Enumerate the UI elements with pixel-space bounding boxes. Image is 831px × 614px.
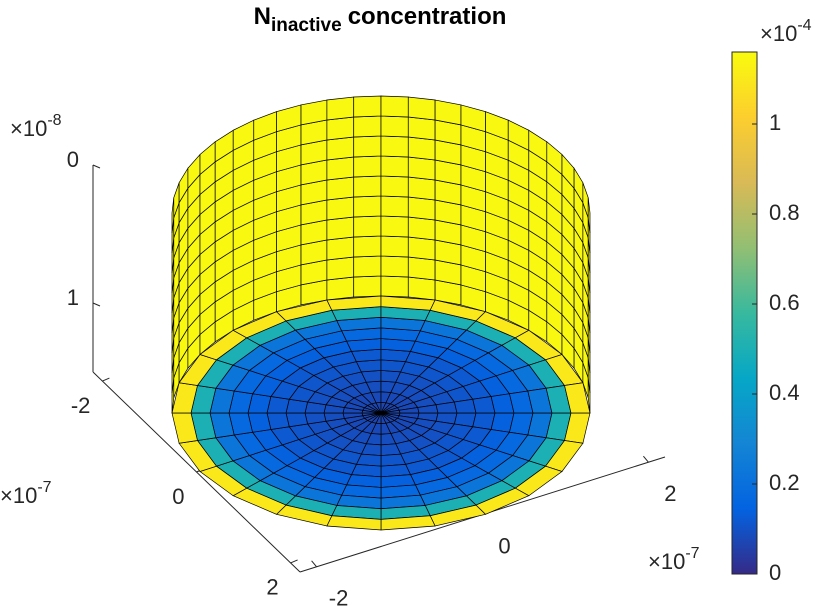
wall-panel [407,196,436,221]
z-tick [92,164,101,169]
exponent-power: -4 [797,17,811,34]
y-tick-label: 0 [498,533,510,558]
axis-exponent: ×10-4 [760,17,812,46]
colorbar-tick-label: 1 [769,110,781,135]
z-tick [92,302,101,307]
wall-panel [380,175,409,198]
title-rest: concentration [348,3,507,30]
exponent-base: ×10 [648,549,685,574]
wall-panel [380,155,409,178]
exponent-base: ×10 [760,21,797,46]
wall-panel [326,276,355,301]
wall-panel [587,197,591,234]
wall-panel [380,115,409,138]
colorbar-tick-label: 0.6 [769,290,800,315]
exponent-base: ×10 [0,483,37,508]
wall-panel [353,155,382,178]
axis-exponent: ×10-7 [0,479,52,508]
y-tick-label: 2 [664,481,676,506]
wall-panel [353,275,382,298]
wall-panel [380,195,409,218]
x-tick [102,377,110,382]
wall-panel [380,255,409,278]
wall-panel [380,275,409,298]
axis-exponent: ×10-7 [648,545,700,574]
wall-panel [326,256,355,281]
wall-panel [407,136,436,161]
exponent-base: ×10 [10,116,47,141]
disk-cell [453,398,477,414]
wall-panel [353,115,382,138]
wall-panel [326,196,355,221]
wall-panel [353,235,382,258]
y-tick [311,560,317,568]
exponent-power: -7 [37,479,51,496]
wall-panel [407,96,436,121]
wall-panel [353,135,382,158]
x-tick-label: -2 [71,393,91,418]
wall-panel [380,215,409,238]
colorbar-tick-label: 0.4 [769,380,800,405]
wall-panel [407,256,436,281]
wall-panel [353,195,382,218]
wall-panel [326,216,355,241]
wall-panel [353,95,382,118]
z-tick-label: 0 [67,147,79,172]
wall-panel [407,176,436,201]
colorbar-tick-label: 0.8 [769,200,800,225]
x-tick-label: 0 [172,484,184,509]
wall-panel [353,175,382,198]
disk-cell [285,412,309,428]
wall-panel [380,235,409,258]
wall-panel [326,156,355,181]
wall-panel [326,96,355,121]
wall-panel [407,156,436,181]
wall-panel [380,135,409,158]
wall-panel [353,215,382,238]
wall-panel [407,216,436,241]
z-tick-label: 1 [67,285,79,310]
wall-panel [353,255,382,278]
wall-panel [326,136,355,161]
wall-panel [326,176,355,201]
x-tick [290,559,298,564]
title-subscript: inactive [271,15,342,36]
disk-cell [564,382,591,414]
wall-panel [326,236,355,261]
y-tick-label: -2 [329,586,349,611]
title-base: N [254,3,271,30]
x-tick-label: 2 [266,575,278,600]
wall-panel [407,276,436,301]
y-tick [643,455,649,463]
colorbar [731,51,758,575]
colorbar-tick-label: 0 [769,560,781,585]
wall-panel [407,236,436,261]
exponent-power: -7 [685,545,699,562]
colorbar-tick-label: 0.2 [769,470,800,495]
wall-panel [407,116,436,141]
exponent-power: -8 [47,112,61,129]
wall-panel [326,116,355,141]
axis-exponent: ×10-8 [10,112,62,141]
chart-title: Ninactive concentration [254,3,507,36]
wall-panel [380,95,409,118]
